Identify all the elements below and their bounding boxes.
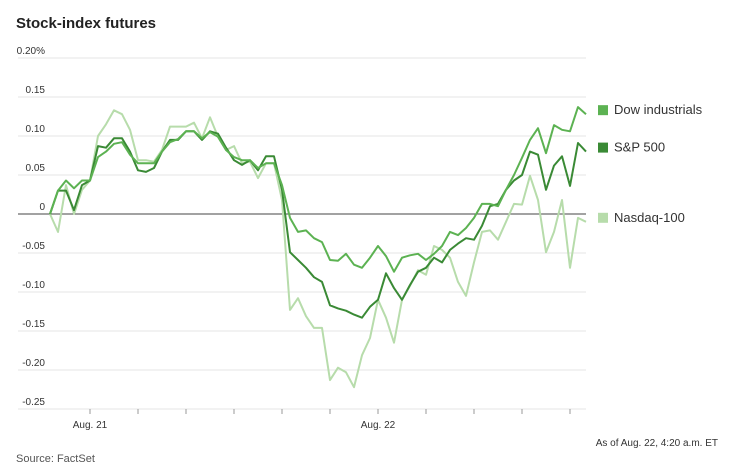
y-tick-label: 0.10 (26, 124, 46, 135)
legend-swatch (598, 212, 608, 223)
legend-label: Nasdaq-100 (614, 210, 685, 225)
y-tick-label: -0.25 (22, 397, 45, 408)
y-tick-label: 0.15 (26, 85, 46, 96)
note: As of Aug. 22, 4:20 a.m. ET (596, 438, 718, 449)
legend-swatch (598, 105, 608, 116)
series-line (49, 109, 587, 389)
y-tick-label: -0.05 (22, 241, 45, 252)
y-tick-label: -0.10 (22, 280, 45, 291)
y-tick-label: -0.15 (22, 319, 45, 330)
x-tick-label: Aug. 22 (361, 420, 396, 431)
legend-swatch (598, 142, 608, 153)
series-line (49, 106, 587, 273)
legend-label: S&P 500 (614, 140, 665, 155)
y-tick-label: 0 (39, 202, 45, 213)
y-tick-label: -0.20 (22, 358, 45, 369)
y-tick-label: 0.05 (26, 163, 46, 174)
legend-label: Dow industrials (614, 102, 703, 117)
chart-title: Stock-index futures (16, 15, 156, 32)
x-tick-label: Aug. 21 (73, 420, 108, 431)
series-line (49, 130, 587, 319)
y-tick-label: 0.20% (17, 46, 45, 57)
source: Source: FactSet (16, 453, 95, 465)
